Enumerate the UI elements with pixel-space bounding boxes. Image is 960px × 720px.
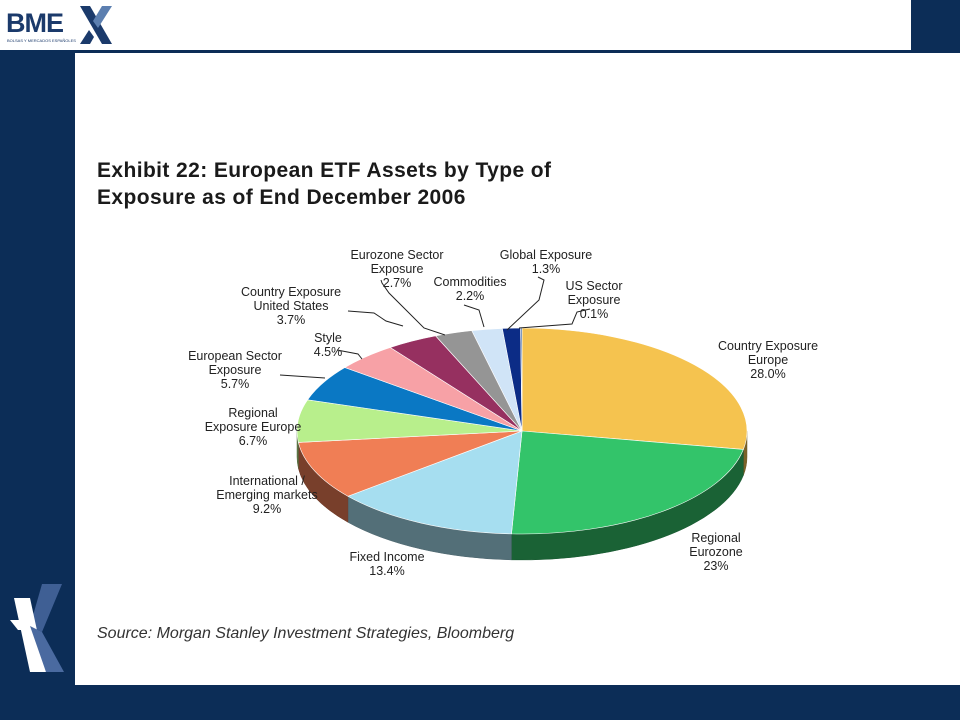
slice-name-us-sector-exposure: US Sector [566,279,623,293]
slice-value-fixed-income: 13.4% [369,564,404,578]
slice-value-european-sector-exposure: 5.7% [221,377,250,391]
slice-name-regional-eurozone: Regional [691,531,740,545]
slice-name-international-emerging-markets: Emerging markets [216,488,317,502]
leader-line-style [336,349,363,360]
slice-label-regional-exposure-europe: Regional Exposure Europe 6.7% [205,406,302,448]
slice-value-us-sector-exposure: 0.1% [580,307,609,321]
slice-name-country-exposure-europe: Europe [748,353,788,367]
pie-labels: Country Exposure Europe 28.0%Regional Euroz… [188,248,818,578]
bme-side-x-icon [10,584,64,672]
slice-value-commodities: 2.2% [456,289,485,303]
pie-slice-fixed-income [347,430,523,535]
slice-value-eurozone-sector-exposure: 2.7% [383,276,412,290]
slice-name-country-exposure-europe: Country Exposure [718,339,818,353]
pie-slice-country-exposure-europe [521,327,748,450]
slice-label-fixed-income: Fixed Income 13.4% [349,550,424,578]
slice-name-fixed-income: Fixed Income [349,550,424,564]
slice-label-us-sector-exposure: US Sector Exposure 0.1% [566,279,623,321]
slice-value-regional-eurozone: 23% [703,559,728,573]
slice-name-european-sector-exposure: European Sector [188,349,282,363]
slice-label-global-exposure: Global Exposure 1.3% [500,248,592,276]
bme-logo: BME BOLSAS Y MERCADOS ESPAÑOLES [6,4,116,48]
header-bar: BME BOLSAS Y MERCADOS ESPAÑOLES [0,0,960,52]
slice-name-international-emerging-markets: International / [229,474,305,488]
leader-line-european-sector-exposure [279,374,326,379]
leader-line-country-exposure-united-states [347,310,404,327]
logo-text: BME [6,8,64,38]
slice-name-global-exposure: Global Exposure [500,248,592,262]
slice-label-international-emerging-markets: International / Emerging markets 9.2% [216,474,317,516]
leader-line-commodities [463,304,485,328]
pie-slice-international-emerging-markets [298,430,523,497]
chart-title-line-1: Exhibit 22: European ETF Assets by Type … [97,159,552,182]
slice-value-international-emerging-markets: 9.2% [253,502,282,516]
slice-value-global-exposure: 1.3% [532,262,561,276]
pie-chart: Exhibit 22: European ETF Assets by Type … [75,53,960,685]
slice-value-regional-exposure-europe: 6.7% [239,434,268,448]
slice-name-us-sector-exposure: Exposure [568,293,621,307]
bme-x-icon [80,6,112,44]
slice-label-commodities: Commodities 2.2% [434,275,507,303]
leader-line-us-sector-exposure [518,308,591,329]
slice-label-country-exposure-united-states: Country Exposure United States 3.7% [241,285,341,327]
slice-name-eurozone-sector-exposure: Exposure [371,262,424,276]
leader-line-global-exposure [506,276,545,331]
header-corner-block [911,0,960,52]
pie-svg: Country Exposure Europe 28.0%Regional Euroz… [188,248,818,578]
slice-value-country-exposure-europe: 28.0% [750,367,785,381]
header-divider [0,50,960,53]
slice-name-country-exposure-united-states: Country Exposure [241,285,341,299]
slice-name-regional-exposure-europe: Regional [228,406,277,420]
slice-name-style: Style [314,331,342,345]
slice-label-style: Style 4.5% [314,331,343,359]
slice-label-european-sector-exposure: European Sector Exposure 5.7% [188,349,282,391]
leader-line-eurozone-sector-exposure [380,279,446,336]
chart-source: Source: Morgan Stanley Investment Strate… [97,625,515,642]
slice-value-style: 4.5% [314,345,343,359]
chart-title-line-2: Exposure as of End December 2006 [97,186,466,209]
slice-value-country-exposure-united-states: 3.7% [277,313,306,327]
slice-name-regional-exposure-europe: Exposure Europe [205,420,302,434]
slice-label-eurozone-sector-exposure: Eurozone Sector Exposure 2.7% [350,248,443,290]
slice-label-regional-eurozone: Regional Eurozone 23% [689,531,743,573]
slice-name-country-exposure-united-states: United States [253,299,328,313]
slice-name-commodities: Commodities [434,275,507,289]
slice-label-country-exposure-europe: Country Exposure Europe 28.0% [718,339,818,381]
slice-name-eurozone-sector-exposure: Eurozone Sector [350,248,443,262]
footer-bar [75,685,960,720]
pie-slice-regional-eurozone [511,430,744,535]
slice-name-european-sector-exposure: Exposure [209,363,262,377]
slice-name-regional-eurozone: Eurozone [689,545,743,559]
chart-title: Exhibit 22: European ETF Assets by Type … [97,157,551,211]
pie-slices [296,327,748,535]
logo-subtext: BOLSAS Y MERCADOS ESPAÑOLES [7,38,76,43]
